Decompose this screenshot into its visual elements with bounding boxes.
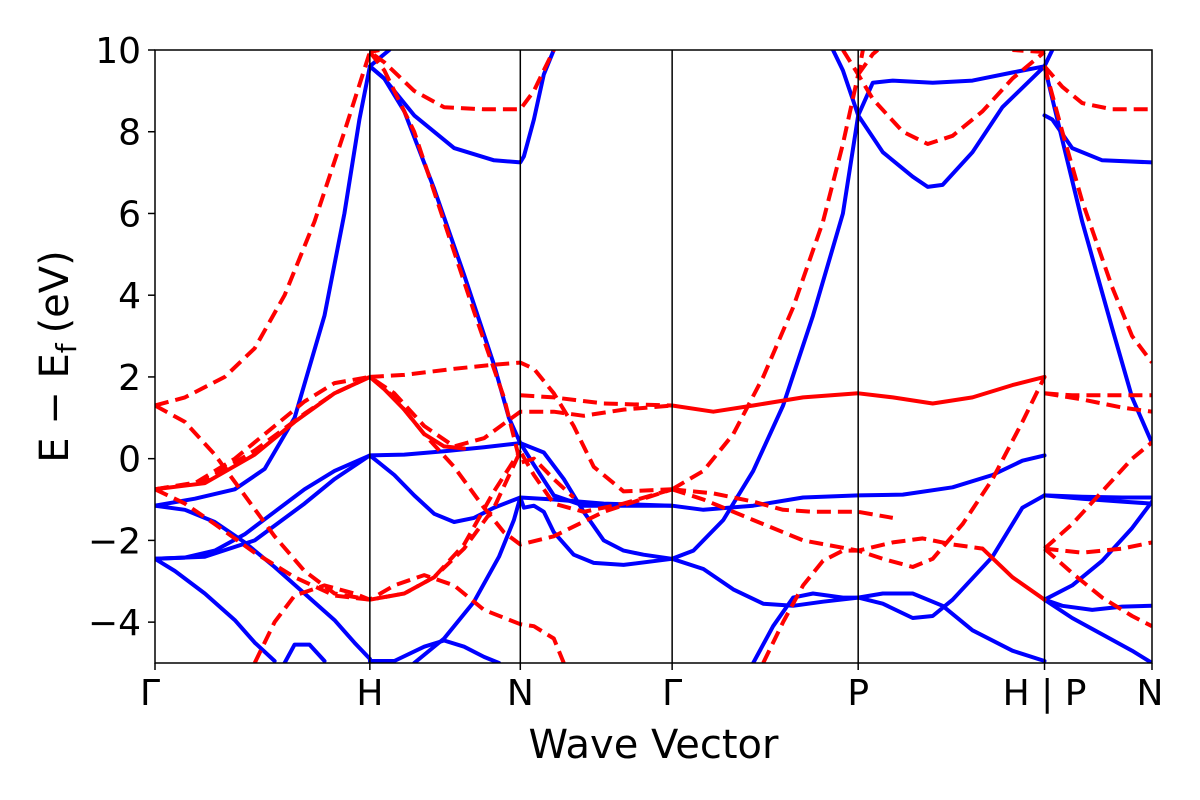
y-axis-title: E − Ef (eV) xyxy=(32,250,83,463)
band-line-solid xyxy=(282,642,327,663)
band-line-dashed xyxy=(155,403,673,602)
band-line-dashed xyxy=(1044,540,1152,555)
band-line-dashed xyxy=(671,50,865,492)
band-line-solid xyxy=(155,441,675,561)
x-tick-label: N xyxy=(1137,673,1164,714)
band-line-red xyxy=(670,374,1047,414)
band-line-dashed xyxy=(155,374,673,492)
band-line-dashed xyxy=(1043,440,1152,551)
band-curves xyxy=(155,50,1152,663)
band-line-solid xyxy=(670,493,1047,620)
y-tick-label: 10 xyxy=(95,31,141,72)
kpoint-lines xyxy=(369,50,1046,663)
y-axis-title-main: E − E xyxy=(32,353,78,463)
band-line-dashed xyxy=(155,50,556,408)
x-tick-label: H | P xyxy=(1003,673,1087,714)
band-line-solid xyxy=(367,50,392,69)
x-axis-title: Wave Vector xyxy=(529,722,780,768)
band-line-dashed xyxy=(155,449,522,602)
band-line-solid xyxy=(1042,493,1152,506)
band-line-dashed xyxy=(520,393,673,408)
x-tick-label: N xyxy=(507,673,534,714)
y-tick-label: 0 xyxy=(118,440,141,481)
band-line-solid xyxy=(1042,499,1152,602)
band-line-solid xyxy=(412,495,675,663)
y-axis: 10 8 6 4 2 0 −2 −4 xyxy=(88,31,155,644)
y-axis-title-subscript: f xyxy=(50,342,83,353)
y-tick-label: −2 xyxy=(88,521,141,562)
band-line-red xyxy=(155,374,467,492)
band-line-dashed xyxy=(761,376,1047,663)
band-line-solid xyxy=(155,503,372,661)
band-line-dashed xyxy=(1044,391,1152,398)
x-axis: Γ H N Γ P H | P N xyxy=(140,663,1164,714)
band-line-dashed xyxy=(252,573,566,663)
y-tick-label: 6 xyxy=(118,194,141,235)
band-line-dashed xyxy=(671,487,894,520)
band-line-dashed xyxy=(841,50,1046,146)
band-line-solid xyxy=(1042,597,1152,612)
band-line-dashed xyxy=(856,50,880,76)
band-line-dashed xyxy=(369,360,673,494)
band-line-dashed xyxy=(1042,64,1152,112)
band-line-solid xyxy=(1042,597,1152,663)
band-line-dashed xyxy=(368,50,576,499)
plot-frame xyxy=(154,49,1153,664)
x-tick-label: Γ xyxy=(140,673,160,714)
band-line-dashed xyxy=(1044,391,1152,414)
x-tick-label: H xyxy=(356,673,383,714)
x-tick-label: P xyxy=(847,673,869,714)
band-line-solid xyxy=(1042,50,1055,69)
x-tick-label: Γ xyxy=(662,673,682,714)
band-line-dashed xyxy=(1043,547,1152,628)
y-tick-label: 2 xyxy=(118,358,141,399)
y-tick-label: −4 xyxy=(88,603,141,644)
y-tick-label: 4 xyxy=(118,276,141,317)
band-line-solid xyxy=(155,556,277,663)
band-line-solid xyxy=(1042,64,1152,446)
y-axis-title-unit: (eV) xyxy=(32,250,78,333)
band-line-red xyxy=(980,546,1047,602)
band-line-solid xyxy=(670,64,1047,561)
y-tick-label: 8 xyxy=(118,113,141,154)
band-line-solid xyxy=(751,591,1047,663)
band-line-solid xyxy=(1042,113,1152,165)
band-line-solid xyxy=(831,50,1047,189)
